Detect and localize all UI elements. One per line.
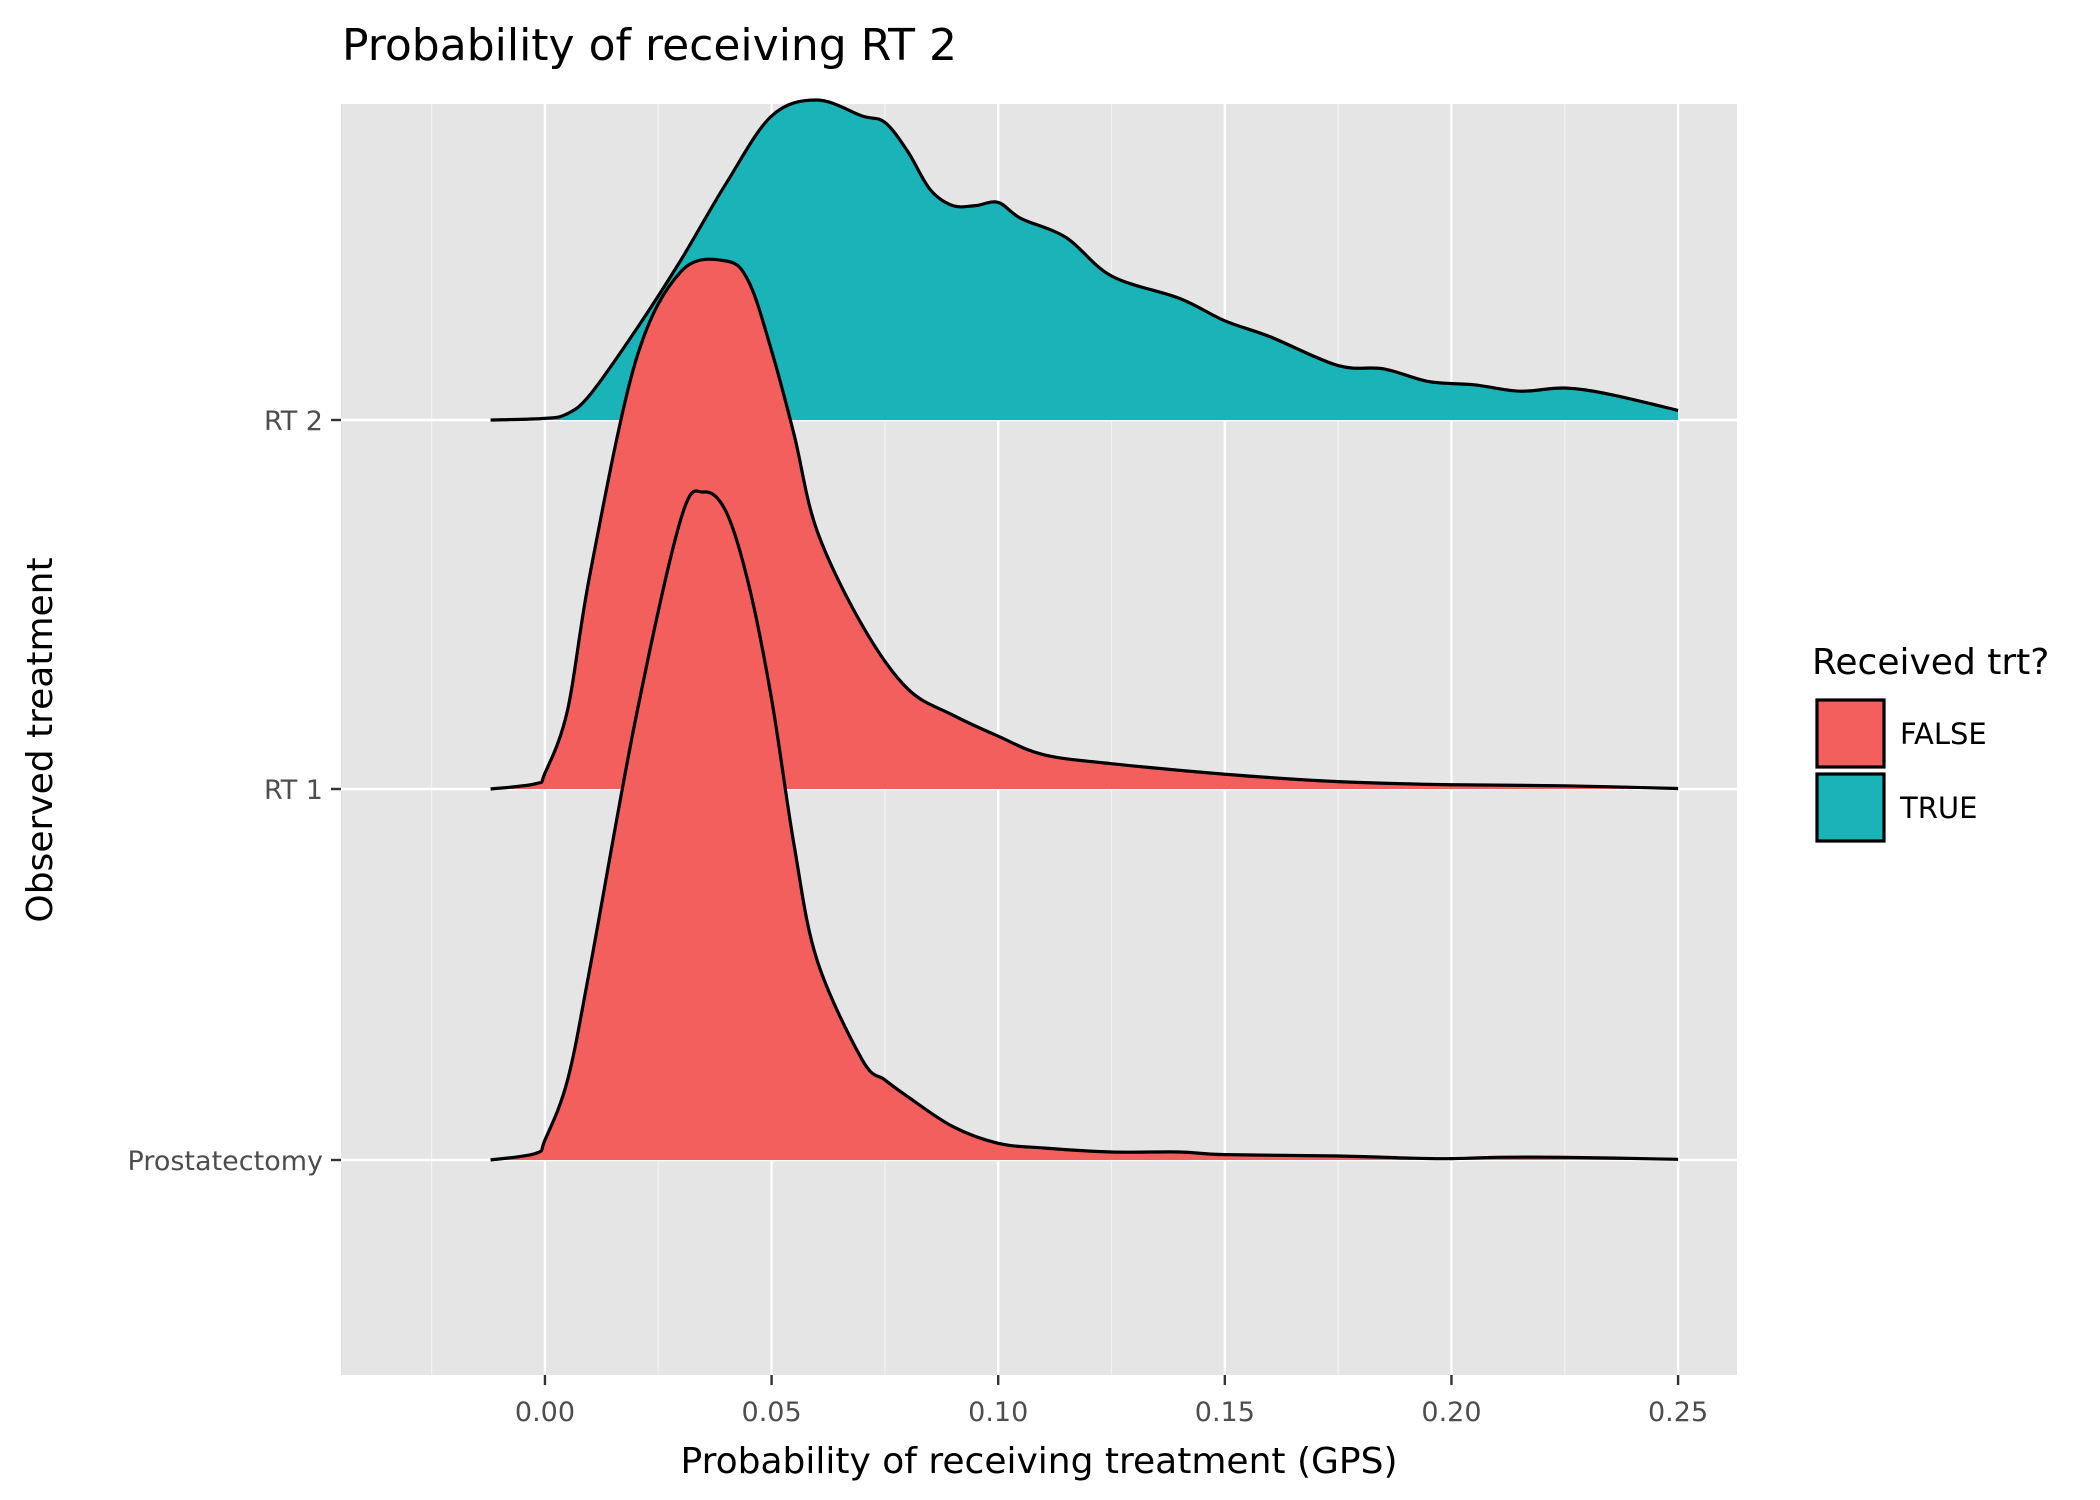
- chart-title: Probability of receiving RT 2: [342, 20, 957, 71]
- ridge-line-rt-2: [490, 98, 1679, 422]
- x-tick-label: 0.15: [1195, 1397, 1255, 1428]
- ridge-fill-rt-2: [490, 100, 1679, 420]
- y-axis-title: Observed treatment: [20, 557, 61, 922]
- x-axis-ticks: 0.00 0.05 0.10 0.15 0.20 0.25: [515, 1375, 1708, 1428]
- ridge-line-prostatectomy: [490, 489, 1679, 1162]
- ridge-line-rt-1: [490, 257, 1679, 791]
- legend-key-false: [1815, 698, 1886, 769]
- x-tick-label: 0.00: [515, 1397, 575, 1428]
- ridge-fill-prostatectomy: [490, 490, 1679, 1160]
- density-ridges: [490, 98, 1679, 1162]
- x-axis-title: Probability of receiving treatment (GPS): [681, 1441, 1398, 1482]
- legend-title: Received trt?: [1812, 642, 2049, 683]
- y-axis-ticks: Prostatectomy RT 1 RT 2: [128, 406, 341, 1177]
- legend-label-true: TRUE: [1899, 791, 1977, 825]
- legend-label-false: FALSE: [1900, 717, 1987, 751]
- legend-key-true: [1815, 772, 1886, 843]
- x-tick-label: 0.05: [742, 1397, 802, 1428]
- x-tick-label: 0.10: [968, 1397, 1028, 1428]
- y-tick-label: RT 1: [264, 775, 323, 806]
- x-tick-label: 0.20: [1421, 1397, 1481, 1428]
- legend: Received trt? FALSE TRUE: [1812, 642, 2049, 843]
- x-tick-label: 0.25: [1648, 1397, 1708, 1428]
- y-tick-label: RT 2: [264, 406, 323, 437]
- y-tick-label: Prostatectomy: [128, 1146, 323, 1177]
- legend-items: FALSE TRUE: [1815, 698, 1987, 843]
- ridge-fill-rt-1: [490, 259, 1679, 790]
